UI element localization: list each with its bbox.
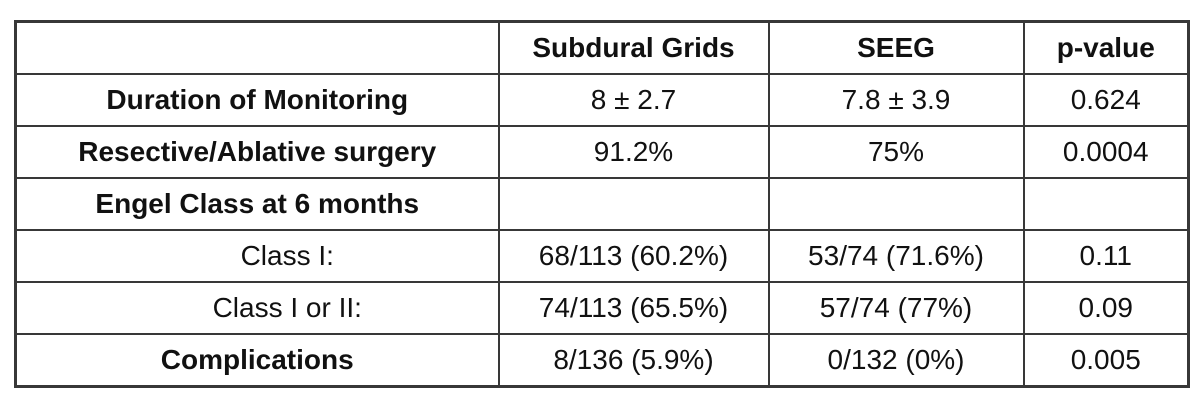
table-row-class-i: Class I: 68/113 (60.2%) 53/74 (71.6%) 0.… <box>14 229 1190 283</box>
row-label-class-i: Class I: <box>14 229 500 283</box>
row-label-engel-class-at-6-months: Engel Class at 6 months <box>14 177 500 231</box>
column-header-seeg: SEEG <box>767 20 1025 75</box>
cell-class-i-p-value: 0.11 <box>1022 229 1190 283</box>
column-header-p-value: p-value <box>1022 20 1190 75</box>
cell-class-i-or-ii-seeg: 57/74 (77%) <box>767 281 1025 335</box>
cell-class-i-or-ii-subdural: 74/113 (65.5%) <box>497 281 770 335</box>
cell-resective-seeg: 75% <box>767 125 1025 179</box>
table-row-class-i-or-ii: Class I or II: 74/113 (65.5%) 57/74 (77%… <box>14 281 1190 335</box>
row-label-class-i-or-ii: Class I or II: <box>14 281 500 335</box>
cell-engel-seeg-empty <box>767 177 1025 231</box>
cell-class-i-subdural: 68/113 (60.2%) <box>497 229 770 283</box>
cell-complications-seeg: 0/132 (0%) <box>767 333 1025 388</box>
cell-resective-subdural: 91.2% <box>497 125 770 179</box>
cell-class-i-or-ii-p-value: 0.09 <box>1022 281 1190 335</box>
row-label-complications: Complications <box>14 333 500 388</box>
cell-duration-seeg: 7.8 ± 3.9 <box>767 73 1025 127</box>
cell-engel-subdural-empty <box>497 177 770 231</box>
column-header-subdural-grids: Subdural Grids <box>497 20 770 75</box>
comparison-table: Subdural Grids SEEG p-value Duration of … <box>14 20 1190 388</box>
cell-duration-subdural: 8 ± 2.7 <box>497 73 770 127</box>
row-label-resective-ablative-surgery: Resective/Ablative surgery <box>14 125 500 179</box>
row-label-duration-of-monitoring: Duration of Monitoring <box>14 73 500 127</box>
table-row-engel-class-at-6-months: Engel Class at 6 months <box>14 177 1190 231</box>
table-row-resective-ablative-surgery: Resective/Ablative surgery 91.2% 75% 0.0… <box>14 125 1190 179</box>
table-row-complications: Complications 8/136 (5.9%) 0/132 (0%) 0.… <box>14 333 1190 388</box>
table-row-duration-of-monitoring: Duration of Monitoring 8 ± 2.7 7.8 ± 3.9… <box>14 73 1190 127</box>
corner-header-cell <box>14 20 500 75</box>
cell-complications-p-value: 0.005 <box>1022 333 1190 388</box>
cell-duration-p-value: 0.624 <box>1022 73 1190 127</box>
cell-class-i-seeg: 53/74 (71.6%) <box>767 229 1025 283</box>
cell-complications-subdural: 8/136 (5.9%) <box>497 333 770 388</box>
cell-engel-p-value-empty <box>1022 177 1190 231</box>
cell-resective-p-value: 0.0004 <box>1022 125 1190 179</box>
header-row: Subdural Grids SEEG p-value <box>14 20 1190 75</box>
